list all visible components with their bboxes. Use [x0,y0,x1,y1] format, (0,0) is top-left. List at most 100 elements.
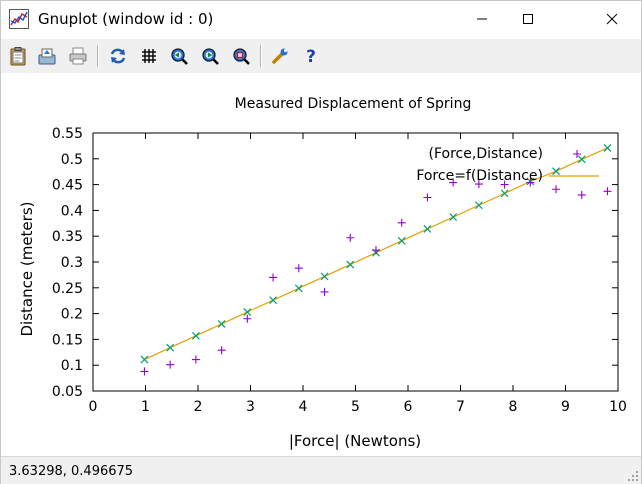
measured-point [577,190,586,199]
x-tick-label: 1 [141,399,150,415]
measured-point [552,185,561,194]
fit-point [166,343,175,352]
measured-point [371,246,380,255]
measured-point [294,264,303,273]
fit-point [474,201,483,210]
x-tick-label: 9 [561,399,570,415]
measured-point [166,360,175,369]
fit-point [191,331,200,340]
fit-point [243,308,252,316]
plot-area[interactable]: Measured Displacement of Spring |Force| … [1,74,641,454]
zoom-next-icon [202,48,219,65]
toolbar-separator [260,45,262,67]
clipboard-icon [10,47,26,66]
fit-point [397,236,406,245]
title-bar[interactable]: Gnuplot (window id : 0) [1,1,641,37]
fit-point [217,319,226,328]
resize-grip-icon[interactable] [627,470,639,482]
print-to-file-button[interactable] [35,44,59,68]
gnuplot-app-icon [9,9,29,29]
measured-point [397,218,406,227]
copy-clipboard-button[interactable] [6,44,30,68]
toggle-grid-button[interactable] [137,44,161,68]
y-tick-label: 0.15 [52,332,83,348]
x-tick-label: 0 [89,399,98,415]
fit-point [577,155,586,164]
legend-label: Force=f(Distance) [416,168,543,184]
measured-point [500,180,509,189]
y-axis-label: Distance (meters) [18,202,36,337]
measured-point [449,178,458,187]
legend-label: (Force,Distance) [429,146,543,162]
y-tick-label: 0.05 [52,384,83,400]
y-tick-label: 0.5 [61,152,83,168]
unzoom-button[interactable] [229,44,253,68]
measured-point [526,178,535,187]
close-icon [606,13,618,25]
fit-point [552,167,560,176]
y-tick-label: 0.35 [52,229,83,245]
svg-text:?: ? [306,47,316,66]
maximize-icon [523,14,533,24]
fit-point [346,260,355,269]
refresh-icon [110,48,126,64]
y-tick-label: 0.45 [52,178,83,194]
printer-icon [69,47,87,65]
toolbar-separator [97,45,99,67]
x-axis-label: |Force| (Newtons) [289,432,421,450]
zoom-next-button[interactable] [198,44,222,68]
fit-point [140,355,149,364]
fit-point [294,284,303,293]
x-tick-label: 5 [351,399,360,415]
measured-point [140,367,149,376]
options-button[interactable] [268,44,292,68]
fit-point [269,296,277,305]
measured-point [603,187,612,196]
minimize-icon [477,18,487,20]
zoom-previous-button[interactable] [167,44,191,68]
close-button[interactable] [589,1,635,37]
x-tick-label: 7 [456,399,465,415]
y-tick-label: 0.3 [61,255,83,271]
minimize-button[interactable] [459,1,505,37]
measured-point [346,233,355,242]
measured-point [243,314,252,323]
plot-series [140,144,612,376]
legend: (Force,Distance) Force=f(Distance) [416,146,599,184]
x-tick-label: 6 [404,399,413,415]
fit-point [423,225,432,233]
measured-point [191,355,200,364]
wrench-icon [272,48,288,64]
toolbar: ? [1,39,641,73]
help-icon: ? [306,47,316,66]
y-tick-label: 0.25 [52,281,83,297]
x-tick-label: 4 [299,399,308,415]
measured-point [269,273,278,282]
y-tick-label: 0.55 [52,126,83,142]
measured-point [474,180,483,189]
measured-point [423,193,432,202]
maximize-button[interactable] [505,1,551,37]
grid-icon [142,49,156,63]
y-tick-label: 0.1 [61,358,83,374]
help-button[interactable]: ? [299,44,323,68]
y-tick-label: 0.4 [61,203,83,219]
legend-key-measured [573,150,581,158]
y-tick-label: 0.2 [61,307,83,323]
status-bar: 3.63298, 0.496675 [1,456,641,484]
window-title: Gnuplot (window id : 0) [38,10,214,28]
x-tick-label: 2 [194,399,203,415]
measured-point [320,287,329,296]
measured-point [217,346,226,355]
replot-button[interactable] [106,44,130,68]
cursor-coordinates: 3.63298, 0.496675 [9,464,134,479]
print-button[interactable] [66,44,90,68]
fit-point [603,144,612,152]
plot-canvas[interactable]: Measured Displacement of Spring |Force| … [1,74,641,454]
chart-title: Measured Displacement of Spring [235,96,472,112]
unzoom-icon [233,48,250,65]
fit-point [320,272,329,281]
fit-point [500,189,509,198]
save-icon [38,48,56,65]
